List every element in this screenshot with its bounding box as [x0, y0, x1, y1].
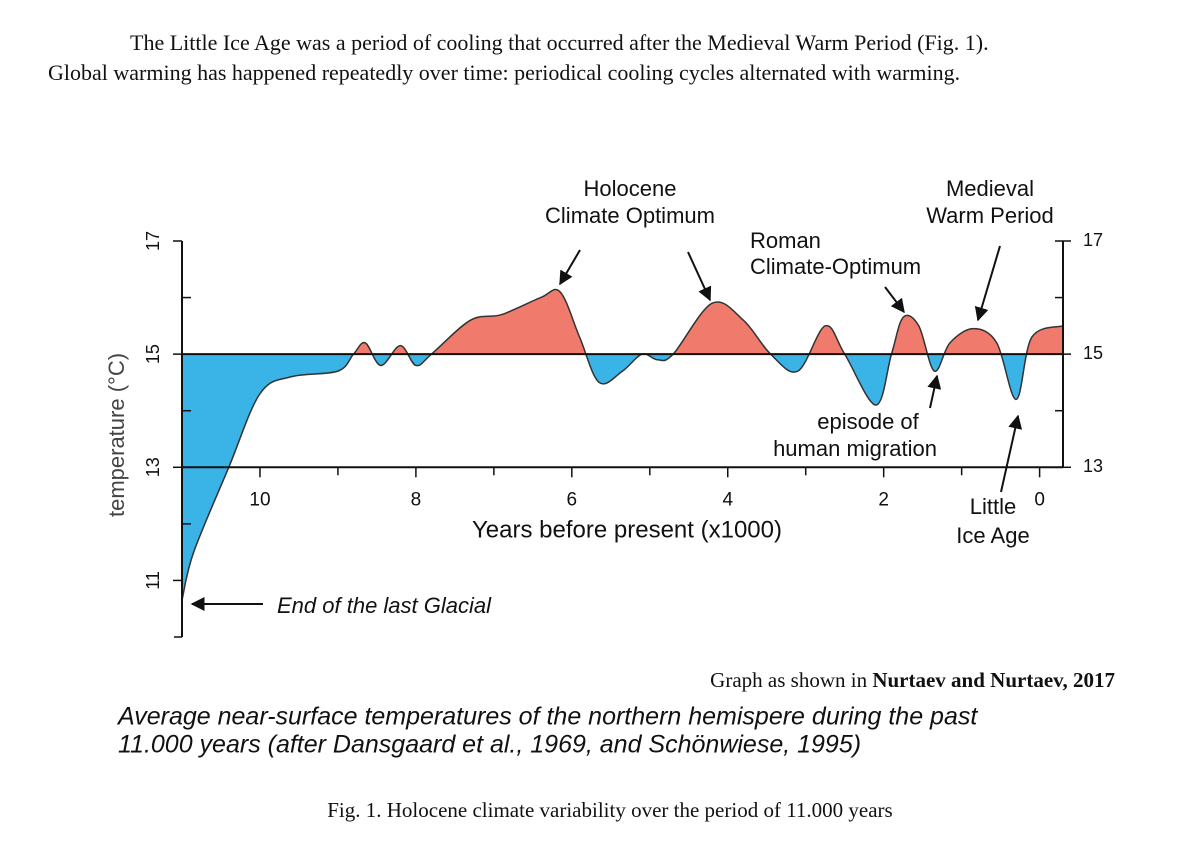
x-axis-title: Years before present (x1000) [472, 516, 782, 543]
y2-tick-label: 15 [1083, 343, 1103, 363]
annotation: End of the last Glacial [277, 593, 492, 618]
y-tick-label: 11 [143, 571, 163, 590]
annotation: Little [970, 494, 1016, 519]
arrow [559, 249, 581, 286]
area-below [182, 355, 1027, 601]
arrow [884, 286, 905, 314]
y-tick-label: 17 [143, 231, 163, 251]
y-tick-label: 13 [143, 457, 163, 477]
source: Graph as shown in Nurtaev and Nurtaev, 2… [710, 668, 1115, 692]
annotation: Medieval [946, 176, 1034, 201]
x-tick-label: 2 [878, 489, 889, 510]
annotation: episode of [817, 409, 919, 434]
figure-caption: Fig. 1. Holocene climate variability ove… [327, 798, 892, 822]
area-above [182, 289, 1063, 355]
source-prefix: Graph as shown in [710, 668, 867, 692]
y-tick-label: 15 [143, 344, 163, 364]
caption-line: Average near-surface temperatures of the… [116, 703, 978, 731]
arrow [974, 245, 1001, 322]
annotation: Roman [750, 228, 821, 253]
annotation: Holocene [584, 176, 677, 201]
intro-line: The Little Ice Age was a period of cooli… [130, 30, 989, 55]
x-tick-label: 8 [411, 489, 422, 510]
y2-tick-label: 13 [1083, 456, 1103, 476]
x-tick-label: 6 [567, 489, 578, 510]
annotation: Ice Age [956, 523, 1029, 548]
caption-line: 11.000 years (after Dansgaard et al., 19… [118, 731, 861, 759]
intro-line: Global warming has happened repeatedly o… [48, 60, 960, 85]
annotation: Climate Optimum [545, 203, 715, 228]
y2-tick-label: 17 [1083, 230, 1103, 250]
x-tick-label: 0 [1034, 489, 1045, 510]
chart: 10 8 6 4 2 0 11 13 15 17 13 15 17 [143, 230, 1103, 638]
source-authors: Nurtaev and Nurtaev, 2017 [872, 668, 1115, 692]
annotation: Climate-Optimum [750, 254, 921, 279]
annotation: Warm Period [926, 203, 1054, 228]
arrow [687, 251, 712, 302]
arrow [1000, 414, 1023, 493]
y-axis-title: temperature (°C) [104, 353, 129, 517]
annotation: human migration [773, 436, 937, 461]
x-tick-label: 10 [249, 489, 270, 510]
x-tick-label: 4 [722, 489, 733, 510]
arrow [927, 374, 942, 409]
